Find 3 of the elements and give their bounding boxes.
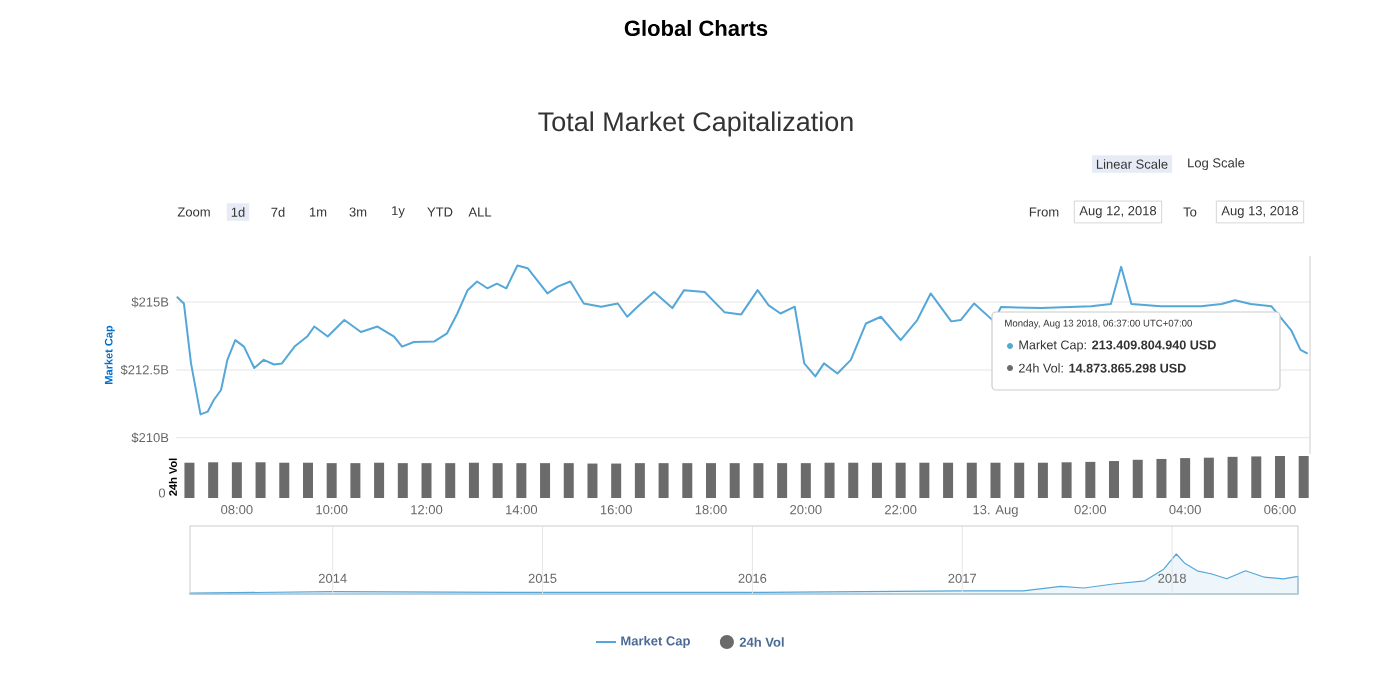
line-series — [175, 264, 1309, 416]
chart-subtitle: Total Market Capitalization — [538, 111, 853, 137]
chart-title: Global Charts — [624, 19, 768, 37]
